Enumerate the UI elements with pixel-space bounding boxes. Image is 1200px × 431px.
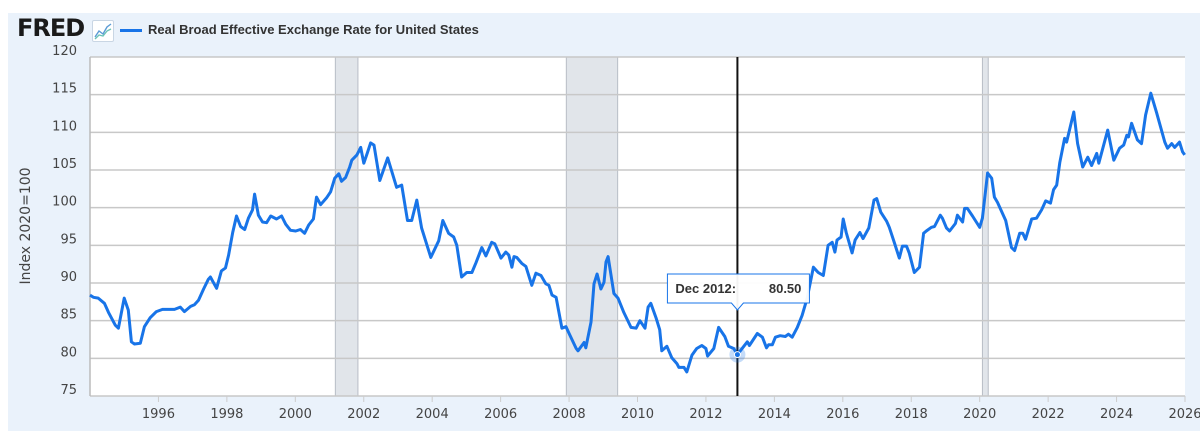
x-tick-label: 2010 [621, 407, 654, 422]
y-tick-label: 115 [52, 82, 77, 97]
legend-swatch [120, 28, 142, 32]
x-tick-label: 2000 [279, 407, 312, 422]
y-tick-label: 75 [60, 383, 77, 398]
x-tick-label: 2022 [1032, 407, 1065, 422]
x-tick-label: 2016 [826, 407, 859, 422]
series-line[interactable] [89, 91, 1186, 374]
x-tick-label: 2006 [484, 407, 517, 422]
legend-label: Real Broad Effective Exchange Rate for U… [148, 22, 479, 37]
x-tick-label: 2018 [895, 407, 928, 422]
y-tick-label: 95 [60, 232, 77, 247]
x-tick-label: 2020 [963, 407, 996, 422]
x-tick-label: 2024 [1100, 407, 1133, 422]
x-tick-label: 2002 [347, 407, 380, 422]
y-tick-label: 100 [52, 195, 77, 210]
plot-area [90, 57, 1185, 396]
y-tick-label: 85 [60, 308, 77, 323]
recession-band [334, 56, 359, 397]
highlight-point[interactable] [733, 351, 741, 359]
recession-band [981, 56, 989, 397]
x-tick-label: 2026 [1168, 407, 1200, 422]
tooltip-date: Dec 2012: [675, 281, 736, 296]
y-tick-label: 120 [52, 44, 77, 59]
x-tick-label: 1996 [142, 407, 175, 422]
x-tick-label: 2008 [553, 407, 586, 422]
y-tick-label: 105 [52, 157, 77, 172]
y-tick-label: 80 [60, 345, 77, 360]
line-chart-icon[interactable] [92, 20, 114, 42]
x-tick-label: 2004 [416, 407, 449, 422]
y-axis-label: Index 2020=100 [18, 167, 34, 284]
tooltip-value: 80.50 [769, 281, 802, 296]
x-tick-label: 2014 [758, 407, 791, 422]
fred-logo[interactable]: FRED [17, 14, 85, 42]
y-tick-label: 90 [60, 270, 77, 285]
legend[interactable]: Real Broad Effective Exchange Rate for U… [120, 22, 479, 38]
recession-band [565, 56, 619, 397]
tooltip-box [666, 273, 810, 311]
tooltip: Dec 2012: 80.50 [666, 273, 810, 311]
x-tick-label: 1998 [210, 407, 243, 422]
x-tick-label: 2012 [689, 407, 722, 422]
y-tick-label: 110 [52, 119, 77, 134]
